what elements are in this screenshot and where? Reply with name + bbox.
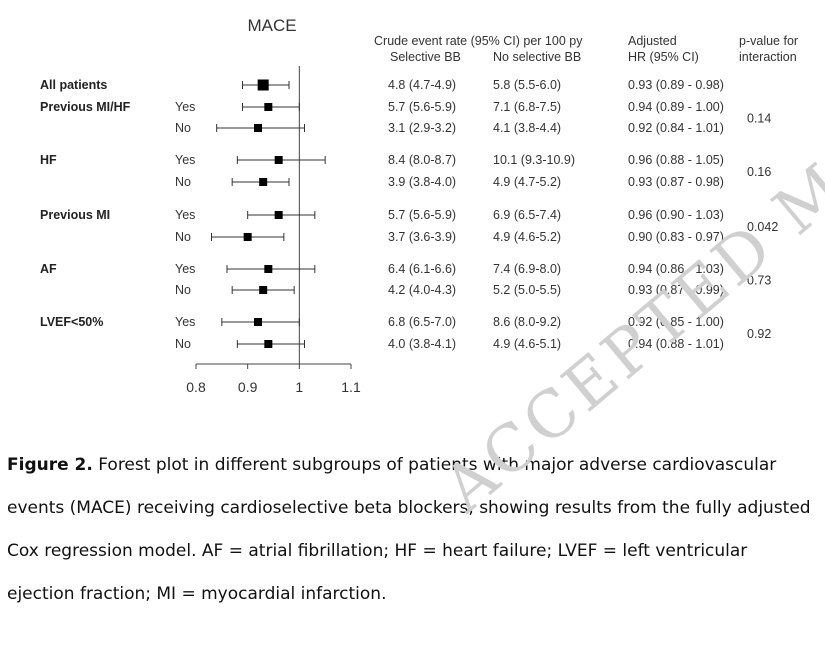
adjusted-hr: 0.96 (0.88 - 1.05) bbox=[628, 153, 724, 167]
selective-bb-rate: 5.7 (5.6-5.9) bbox=[388, 208, 456, 222]
selective-bb-rate: 4.2 (4.0-4.3) bbox=[388, 283, 456, 297]
level-label: No bbox=[175, 337, 191, 351]
adjusted-hr: 0.93 (0.89 - 0.98) bbox=[628, 78, 724, 92]
no-selective-bb-rate: 5.2 (5.0-5.5) bbox=[493, 283, 561, 297]
x-tick-label: 1 bbox=[295, 379, 303, 395]
p-value-interaction: 0.16 bbox=[747, 165, 771, 179]
caption-text: Forest plot in different subgroups of pa… bbox=[7, 455, 811, 604]
hr-point bbox=[254, 124, 262, 132]
adjusted-hr: 0.94 (0.88 - 1.01) bbox=[628, 337, 724, 351]
header-hr-ci: HR (95% CI) bbox=[628, 50, 699, 64]
hr-point bbox=[259, 286, 268, 294]
no-selective-bb-rate: 10.1 (9.3-10.9) bbox=[493, 153, 575, 167]
adjusted-hr: 0.96 (0.90 - 1.03) bbox=[628, 208, 724, 222]
hr-point bbox=[274, 156, 283, 164]
hr-point bbox=[243, 233, 252, 241]
hr-point bbox=[274, 211, 283, 219]
figure-caption: Figure 2. Forest plot in different subgr… bbox=[7, 444, 817, 616]
no-selective-bb-rate: 7.1 (6.8-7.5) bbox=[493, 100, 561, 114]
selective-bb-rate: 3.7 (3.6-3.9) bbox=[388, 230, 456, 244]
level-label: No bbox=[175, 175, 191, 189]
no-selective-bb-rate: 4.9 (4.6-5.1) bbox=[493, 337, 561, 351]
level-label: Yes bbox=[175, 153, 195, 167]
level-label: Yes bbox=[175, 262, 195, 276]
header-pvalue: p-value for bbox=[739, 34, 798, 48]
adjusted-hr: 0.94 (0.89 - 1.00) bbox=[628, 100, 724, 114]
selective-bb-rate: 3.1 (2.9-3.2) bbox=[388, 121, 456, 135]
hr-point bbox=[259, 178, 268, 186]
header-selective-bb: Selective BB bbox=[390, 50, 461, 64]
adjusted-hr: 0.92 (0.85 - 1.00) bbox=[628, 315, 724, 329]
level-label: Yes bbox=[175, 315, 195, 329]
header-adjusted: Adjusted bbox=[628, 34, 677, 48]
adjusted-hr: 0.92 (0.84 - 1.01) bbox=[628, 121, 724, 135]
p-value-interaction: 0.042 bbox=[747, 220, 778, 234]
no-selective-bb-rate: 5.8 (5.5-6.0) bbox=[493, 78, 561, 92]
header-crude-rate: Crude event rate (95% CI) per 100 py bbox=[374, 34, 583, 48]
subgroup-label: HF bbox=[40, 153, 57, 167]
x-tick-label: 0.8 bbox=[186, 379, 206, 395]
no-selective-bb-rate: 4.1 (3.8-4.4) bbox=[493, 121, 561, 135]
caption-label: Figure 2. bbox=[7, 455, 93, 475]
header-no-selective-bb: No selective BB bbox=[493, 50, 581, 64]
no-selective-bb-rate: 4.9 (4.7-5.2) bbox=[493, 175, 561, 189]
no-selective-bb-rate: 8.6 (8.0-9.2) bbox=[493, 315, 561, 329]
subgroup-label: LVEF<50% bbox=[40, 315, 103, 329]
level-label: Yes bbox=[175, 208, 195, 222]
hr-point bbox=[264, 265, 273, 273]
selective-bb-rate: 5.7 (5.6-5.9) bbox=[388, 100, 456, 114]
hr-point bbox=[257, 79, 269, 91]
x-tick-label: 1.1 bbox=[341, 379, 361, 395]
x-tick-label: 0.9 bbox=[238, 379, 258, 395]
no-selective-bb-rate: 7.4 (6.9-8.0) bbox=[493, 262, 561, 276]
adjusted-hr: 0.93 (0.87 - 0.98) bbox=[628, 175, 724, 189]
header-interaction: interaction bbox=[739, 50, 797, 64]
no-selective-bb-rate: 6.9 (6.5-7.4) bbox=[493, 208, 561, 222]
no-selective-bb-rate: 4.9 (4.6-5.2) bbox=[493, 230, 561, 244]
selective-bb-rate: 6.8 (6.5-7.0) bbox=[388, 315, 456, 329]
adjusted-hr: 0.94 (0.86 - 1.03) bbox=[628, 262, 724, 276]
hr-point bbox=[254, 318, 262, 326]
selective-bb-rate: 6.4 (6.1-6.6) bbox=[388, 262, 456, 276]
subgroup-label: Previous MI/HF bbox=[40, 100, 131, 114]
forest-plot: MACE Crude event rate (95% CI) per 100 py… bbox=[40, 16, 798, 395]
level-label: Yes bbox=[175, 100, 195, 114]
level-label: No bbox=[175, 283, 191, 297]
p-value-interaction: 0.73 bbox=[747, 274, 771, 288]
adjusted-hr: 0.90 (0.83 - 0.97) bbox=[628, 230, 724, 244]
selective-bb-rate: 4.0 (3.8-4.1) bbox=[388, 337, 456, 351]
subgroup-label: All patients bbox=[40, 78, 107, 92]
adjusted-hr: 0.93 (0.87 - 0.99) bbox=[628, 283, 724, 297]
selective-bb-rate: 3.9 (3.8-4.0) bbox=[388, 175, 456, 189]
hr-point bbox=[264, 103, 273, 111]
level-label: No bbox=[175, 121, 191, 135]
subgroup-label: AF bbox=[40, 262, 57, 276]
selective-bb-rate: 8.4 (8.0-8.7) bbox=[388, 153, 456, 167]
level-label: No bbox=[175, 230, 191, 244]
selective-bb-rate: 4.8 (4.7-4.9) bbox=[388, 78, 456, 92]
p-value-interaction: 0.92 bbox=[747, 327, 771, 341]
p-value-interaction: 0.14 bbox=[747, 112, 771, 126]
subgroup-label: Previous MI bbox=[40, 208, 110, 222]
hr-point bbox=[264, 340, 273, 348]
chart-title: MACE bbox=[247, 16, 296, 35]
